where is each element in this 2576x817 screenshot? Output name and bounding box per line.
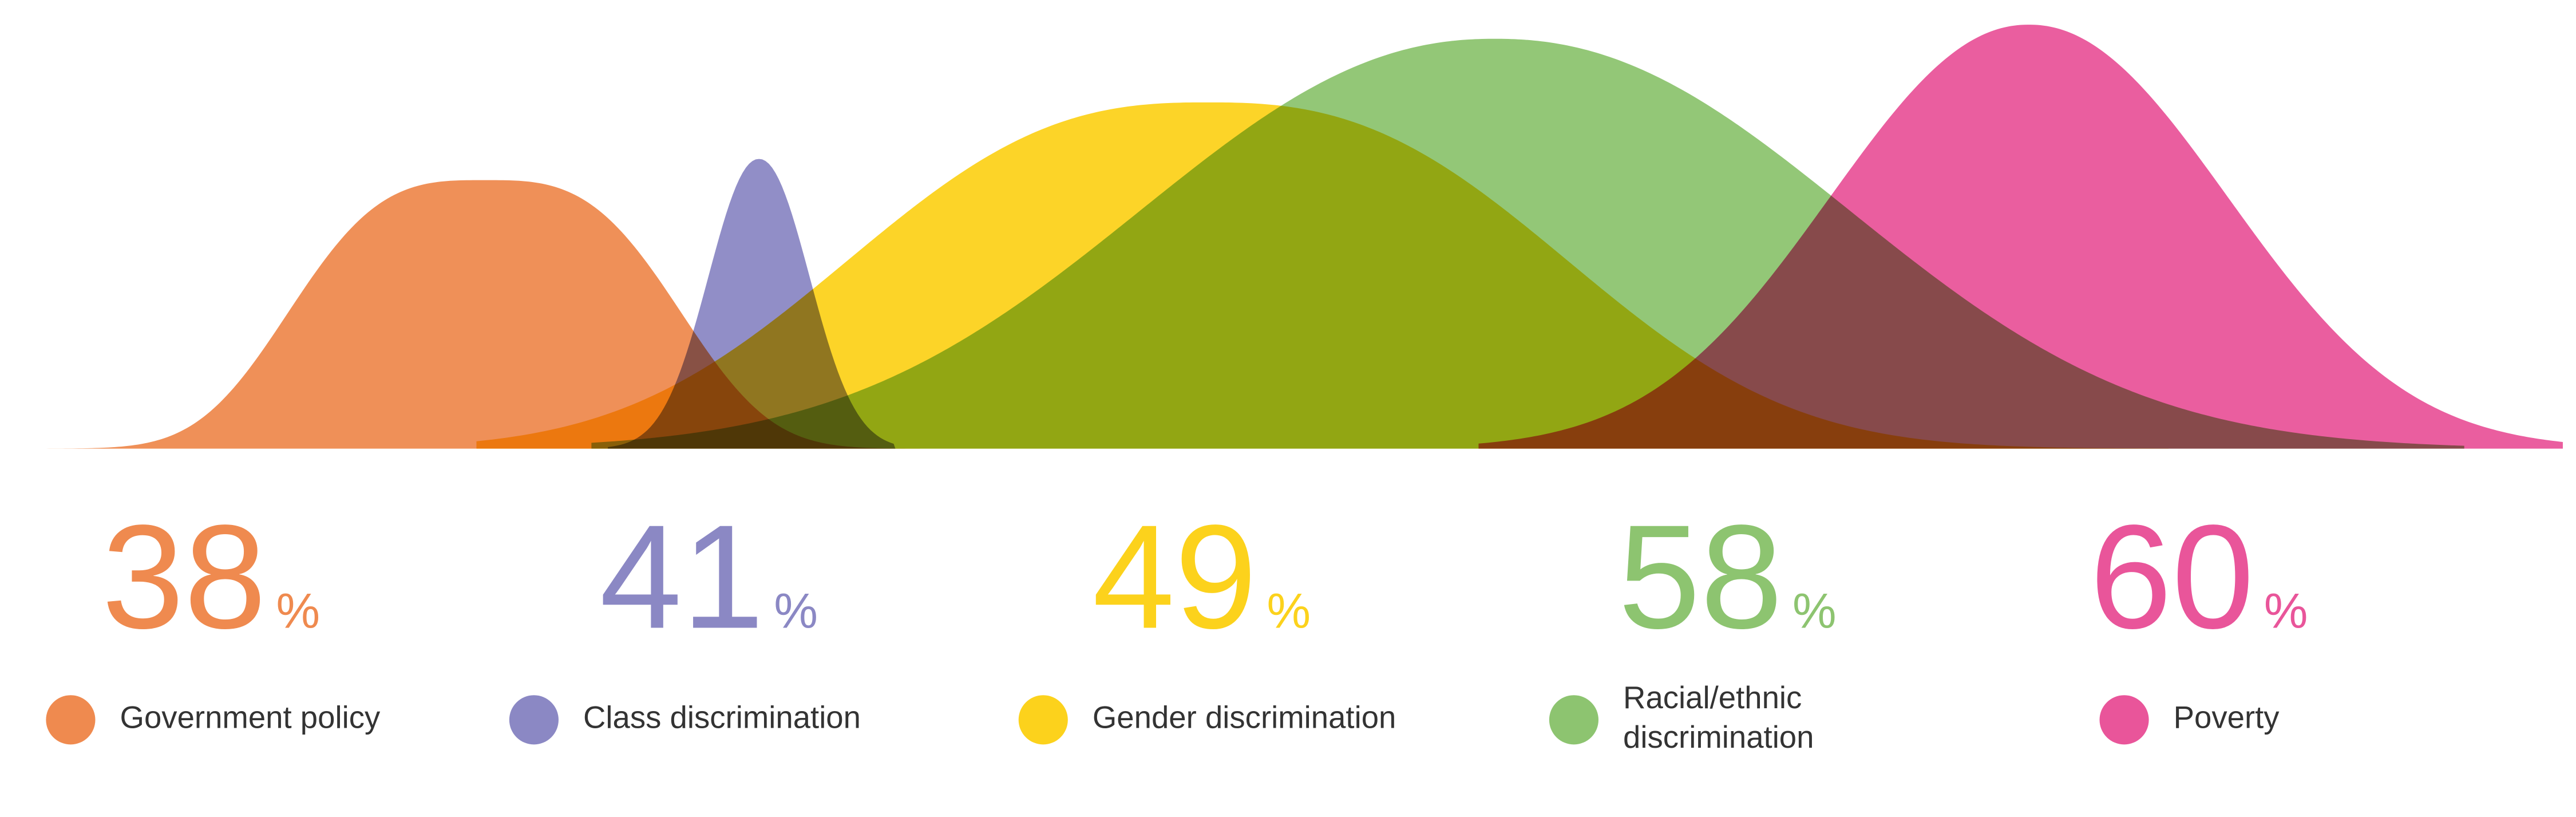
value-unit: % [276,584,320,639]
legend-swatch [2099,695,2149,745]
value-label: 58 [1618,494,1782,660]
legend-label: Poverty [2173,701,2280,736]
legend-label: Racial/ethnic discrimination [1623,682,1814,756]
legend-label: Government policy [120,701,381,736]
legend-swatch [1018,695,1068,745]
value-label: 41 [600,494,764,660]
value-unit: % [1267,584,1311,639]
legend-swatch [1549,695,1598,745]
value-unit: % [2264,584,2308,639]
value-unit: % [774,584,818,639]
value-unit: % [1792,584,1837,639]
legend [46,695,2149,745]
legend-label: Gender discrimination [1092,701,1396,736]
value-label: 49 [1093,494,1257,660]
bell-curve [1478,25,2563,449]
legend-swatch [46,695,96,745]
legend-label: Class discrimination [583,701,861,736]
legend-swatch [509,695,559,745]
curves [16,25,2563,449]
value-labels: 38% 41% 49% 58% 60% [102,494,2308,660]
value-label: 60 [2090,494,2254,660]
value-label: 38 [102,494,266,660]
